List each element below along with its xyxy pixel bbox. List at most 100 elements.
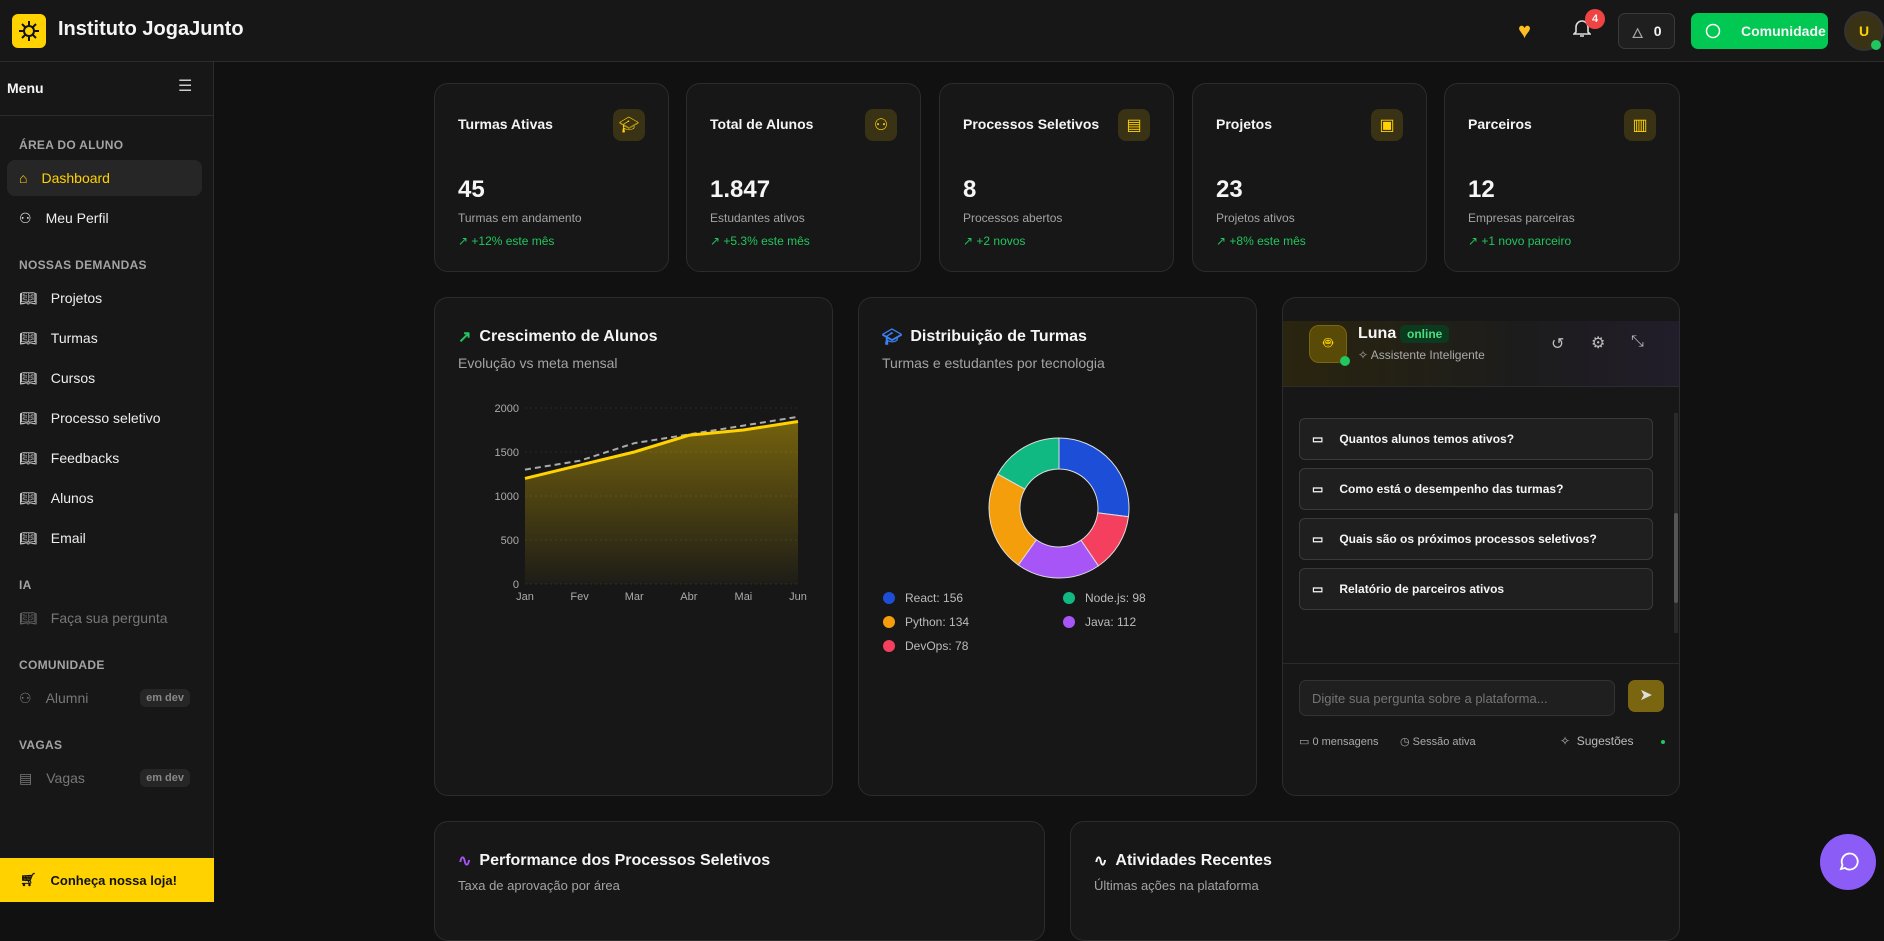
- stat-trend: ↗ +2 novos: [963, 234, 1025, 248]
- legend-label: Java: 112: [1085, 615, 1136, 629]
- section-label: VAGAS: [19, 738, 62, 752]
- book-icon: 📖︎: [19, 530, 37, 547]
- sidebar-item-alunos[interactable]: 📖︎Alunos: [7, 480, 202, 516]
- section-label: IA: [19, 578, 32, 592]
- store-button[interactable]: 🛒︎Conheça nossa loja!: [0, 858, 214, 902]
- notification-badge: 4: [1585, 9, 1605, 29]
- whatsapp-icon: [1705, 23, 1721, 39]
- x-tick-label: Fev: [570, 591, 589, 603]
- message-icon: ▭: [1312, 532, 1323, 546]
- stat-title: Total de Alunos: [710, 116, 813, 132]
- slice-react[interactable]: [1059, 438, 1129, 517]
- sidebar-item-processo[interactable]: 📖︎Processo seletivo: [7, 400, 202, 436]
- history-icon[interactable]: ↺: [1551, 334, 1564, 354]
- book-icon: 📖︎: [19, 370, 37, 387]
- legend-label: DevOps: 78: [905, 639, 968, 653]
- user-icon: ⚇: [19, 210, 32, 227]
- graduation-cap-icon: 🎓︎: [882, 327, 902, 347]
- suggestions-toggle[interactable]: ✧ Sugestões: [1560, 734, 1633, 748]
- message-icon: ▭: [1312, 432, 1323, 446]
- legend-label: Python: 134: [905, 615, 969, 629]
- x-tick-label: Jun: [789, 591, 807, 603]
- trend-text: +5.3% este mês: [723, 234, 809, 248]
- item-label: Email: [51, 530, 86, 546]
- stat-trend: ↗ +1 novo parceiro: [1468, 234, 1571, 248]
- legend-swatch: [883, 640, 895, 652]
- growth-title: ↗Crescimento de Alunos: [458, 327, 658, 347]
- legend-item: Python: 134: [883, 615, 969, 629]
- logo-icon[interactable]: [12, 14, 46, 48]
- send-button[interactable]: ➤: [1628, 680, 1664, 712]
- file-icon: ▤: [1118, 109, 1150, 141]
- sidebar-item-projetos[interactable]: 📖︎Projetos: [7, 280, 202, 316]
- suggestion-text: Relatório de parceiros ativos: [1339, 582, 1504, 596]
- legend-item: Node.js: 98: [1063, 591, 1146, 605]
- activity-icon: ∿: [1094, 851, 1107, 871]
- fire-icon: 🜂: [1631, 17, 1643, 46]
- x-tick-label: Mai: [735, 591, 753, 603]
- community-label: Comunidade: [1741, 23, 1826, 39]
- stat-sub: Empresas parceiras: [1468, 211, 1575, 225]
- chat-input[interactable]: [1299, 680, 1615, 716]
- legend-label: React: 156: [905, 591, 963, 605]
- scrollbar-thumb[interactable]: [1674, 513, 1678, 603]
- growth-subtitle: Evolução vs meta mensal: [458, 355, 618, 371]
- sidebar-item-profile[interactable]: ⚇Meu Perfil: [7, 200, 202, 236]
- online-dot: [1340, 356, 1350, 366]
- book-icon: 📖︎: [19, 410, 37, 427]
- stat-title: Processos Seletivos: [963, 116, 1099, 132]
- activity-subtitle: Últimas ações na plataforma: [1094, 878, 1259, 893]
- area-fill: [525, 421, 798, 584]
- status-dot: [1661, 740, 1665, 744]
- suggestion-text: Quais são os próximos processos seletivo…: [1339, 532, 1596, 546]
- hamburger-icon[interactable]: ☰: [178, 76, 192, 96]
- legend-item: DevOps: 78: [883, 639, 968, 653]
- legend-swatch: [883, 616, 895, 628]
- stat-value: 45: [458, 176, 485, 204]
- scrollbar[interactable]: [1674, 413, 1678, 633]
- activity-card: ∿Atividades Recentes Últimas ações na pl…: [1070, 821, 1680, 941]
- sidebar-item-dashboard[interactable]: ⌂Dashboard: [7, 160, 202, 196]
- heart-icon[interactable]: ♥: [1518, 18, 1531, 44]
- suggestion-button[interactable]: ▭ Quais são os próximos processos seletiv…: [1299, 518, 1653, 560]
- sidebar-item-email[interactable]: 📖︎ Email: [7, 520, 202, 556]
- community-button[interactable]: Comunidade: [1691, 13, 1828, 49]
- gear-icon[interactable]: ⚙: [1591, 333, 1605, 353]
- section-label: COMUNIDADE: [19, 658, 105, 672]
- minimize-icon[interactable]: ⤡: [1631, 333, 1644, 351]
- sidebar-item-feedbacks[interactable]: 📖︎Feedbacks: [7, 440, 202, 476]
- suggestion-button[interactable]: ▭ Relatório de parceiros ativos: [1299, 568, 1653, 610]
- stat-value: 23: [1216, 176, 1243, 204]
- suggestion-button[interactable]: ▭Quantos alunos temos ativos?: [1299, 418, 1653, 460]
- item-label: Projetos: [51, 290, 102, 306]
- stat-sub: Processos abertos: [963, 211, 1062, 225]
- store-label: Conheça nossa loja!: [51, 873, 177, 888]
- title-text: Distribuição de Turmas: [910, 328, 1087, 346]
- stat-sub: Turmas em andamento: [458, 211, 582, 225]
- sidebar-item-cursos[interactable]: 📖︎Cursos: [7, 360, 202, 396]
- sidebar-item-turmas[interactable]: 📖︎Turmas: [7, 320, 202, 356]
- chat-fab-button[interactable]: [1820, 834, 1876, 890]
- stat-trend: ↗ +12% este mês: [458, 234, 554, 248]
- dev-tag: em dev: [140, 769, 190, 787]
- building-icon: ▥: [1624, 109, 1656, 141]
- legend-label: Node.js: 98: [1085, 591, 1146, 605]
- stat-title: Parceiros: [1468, 116, 1532, 132]
- brand-name[interactable]: Instituto JogaJunto: [58, 18, 244, 41]
- legend-swatch: [1063, 592, 1075, 604]
- streak-button[interactable]: 🜂0: [1618, 13, 1675, 49]
- sidebar-item-ask[interactable]: 📖︎Faça sua pergunta: [7, 600, 202, 636]
- legend-item: Java: 112: [1063, 615, 1136, 629]
- message-icon: ▭: [1312, 582, 1323, 596]
- trend-text: +8% este mês: [1229, 234, 1305, 248]
- performance-title: ∿Performance dos Processos Seletivos: [458, 851, 770, 871]
- briefcase-icon: ▣: [1371, 109, 1403, 141]
- suggestion-button[interactable]: ▭Como está o desempenho das turmas?: [1299, 468, 1653, 510]
